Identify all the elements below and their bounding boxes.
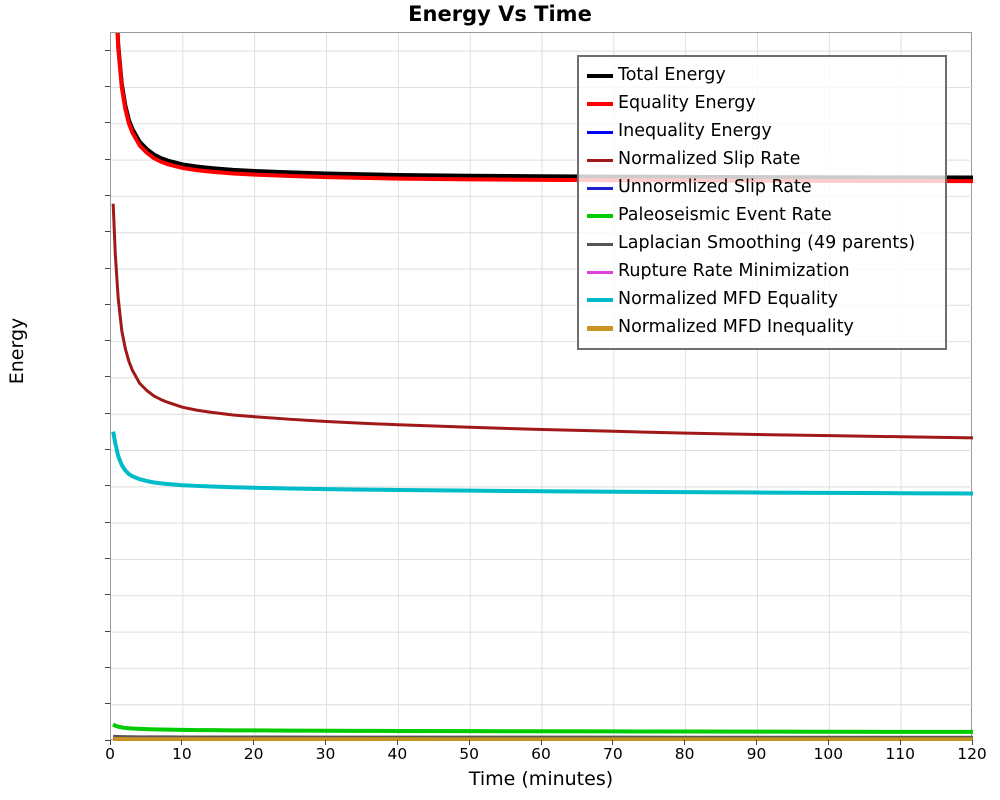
legend-item-label: Laplacian Smoothing (49 parents) — [618, 233, 916, 254]
x-tick-label: 120 — [957, 745, 987, 763]
series-line — [111, 203, 973, 440]
series-line — [111, 431, 973, 496]
x-tick-label: 20 — [243, 745, 264, 763]
legend-item-label: Total Energy — [618, 65, 726, 86]
legend-item[interactable]: Laplacian Smoothing (49 parents) — [587, 230, 937, 258]
x-tick-label: 70 — [602, 745, 623, 763]
legend-item[interactable]: Paleoseismic Event Rate — [587, 202, 937, 230]
legend-item[interactable]: Normalized MFD Inequality — [587, 314, 937, 342]
legend-color-swatch — [587, 130, 613, 134]
series-line — [113, 734, 973, 739]
legend-item-label: Equality Energy — [618, 93, 756, 114]
grid-lines — [111, 33, 973, 741]
x-tick-label: 50 — [459, 745, 480, 763]
legend-item-label: Inequality Energy — [618, 121, 772, 142]
x-tick-label: 0 — [105, 745, 115, 763]
series-lines — [111, 33, 973, 741]
legend-item-label: Normalized MFD Inequality — [618, 317, 854, 338]
legend-color-swatch — [587, 186, 613, 190]
legend-color-swatch — [587, 74, 613, 78]
legend-item[interactable]: Unnormlized Slip Rate — [587, 174, 937, 202]
legend-item-label: Rupture Rate Minimization — [618, 261, 850, 282]
legend-item-label: Unnormlized Slip Rate — [618, 177, 812, 198]
legend-item[interactable]: Total Energy — [587, 62, 937, 90]
chart-legend[interactable]: Total Energy Equality Energy Inequality En… — [577, 55, 947, 350]
legend-item[interactable]: Normalized Slip Rate — [587, 146, 937, 174]
x-tick-label: 100 — [813, 745, 844, 763]
x-tick-label: 10 — [171, 745, 192, 763]
x-tick-label: 30 — [315, 745, 336, 763]
x-tick-label: 60 — [531, 745, 551, 763]
legend-item-label: Paleoseismic Event Rate — [618, 205, 832, 226]
legend-item-label: Normalized MFD Equality — [618, 289, 838, 310]
legend-item[interactable]: Inequality Energy — [587, 118, 937, 146]
legend-color-swatch — [587, 158, 613, 162]
legend-color-swatch — [587, 242, 613, 246]
legend-color-swatch — [587, 214, 613, 218]
x-tick-label: 90 — [746, 745, 767, 763]
x-tick-label: 40 — [387, 745, 408, 763]
legend-item[interactable]: Normalized MFD Equality — [587, 286, 937, 314]
x-axis-title: Time (minutes) — [468, 768, 614, 790]
chart-title: Energy Vs Time — [408, 2, 592, 26]
legend-item-label: Normalized Slip Rate — [618, 149, 801, 170]
y-axis-title: Energy — [6, 317, 28, 385]
legend-color-swatch — [587, 270, 613, 274]
legend-item[interactable]: Equality Energy — [587, 90, 937, 118]
legend-item[interactable]: Rupture Rate Minimization — [587, 258, 937, 286]
series-line — [112, 722, 973, 734]
legend-color-swatch — [587, 325, 613, 331]
legend-color-swatch — [587, 298, 613, 302]
x-tick-label: 110 — [885, 745, 915, 763]
x-tick-label: 80 — [674, 745, 695, 763]
legend-color-swatch — [587, 102, 613, 106]
